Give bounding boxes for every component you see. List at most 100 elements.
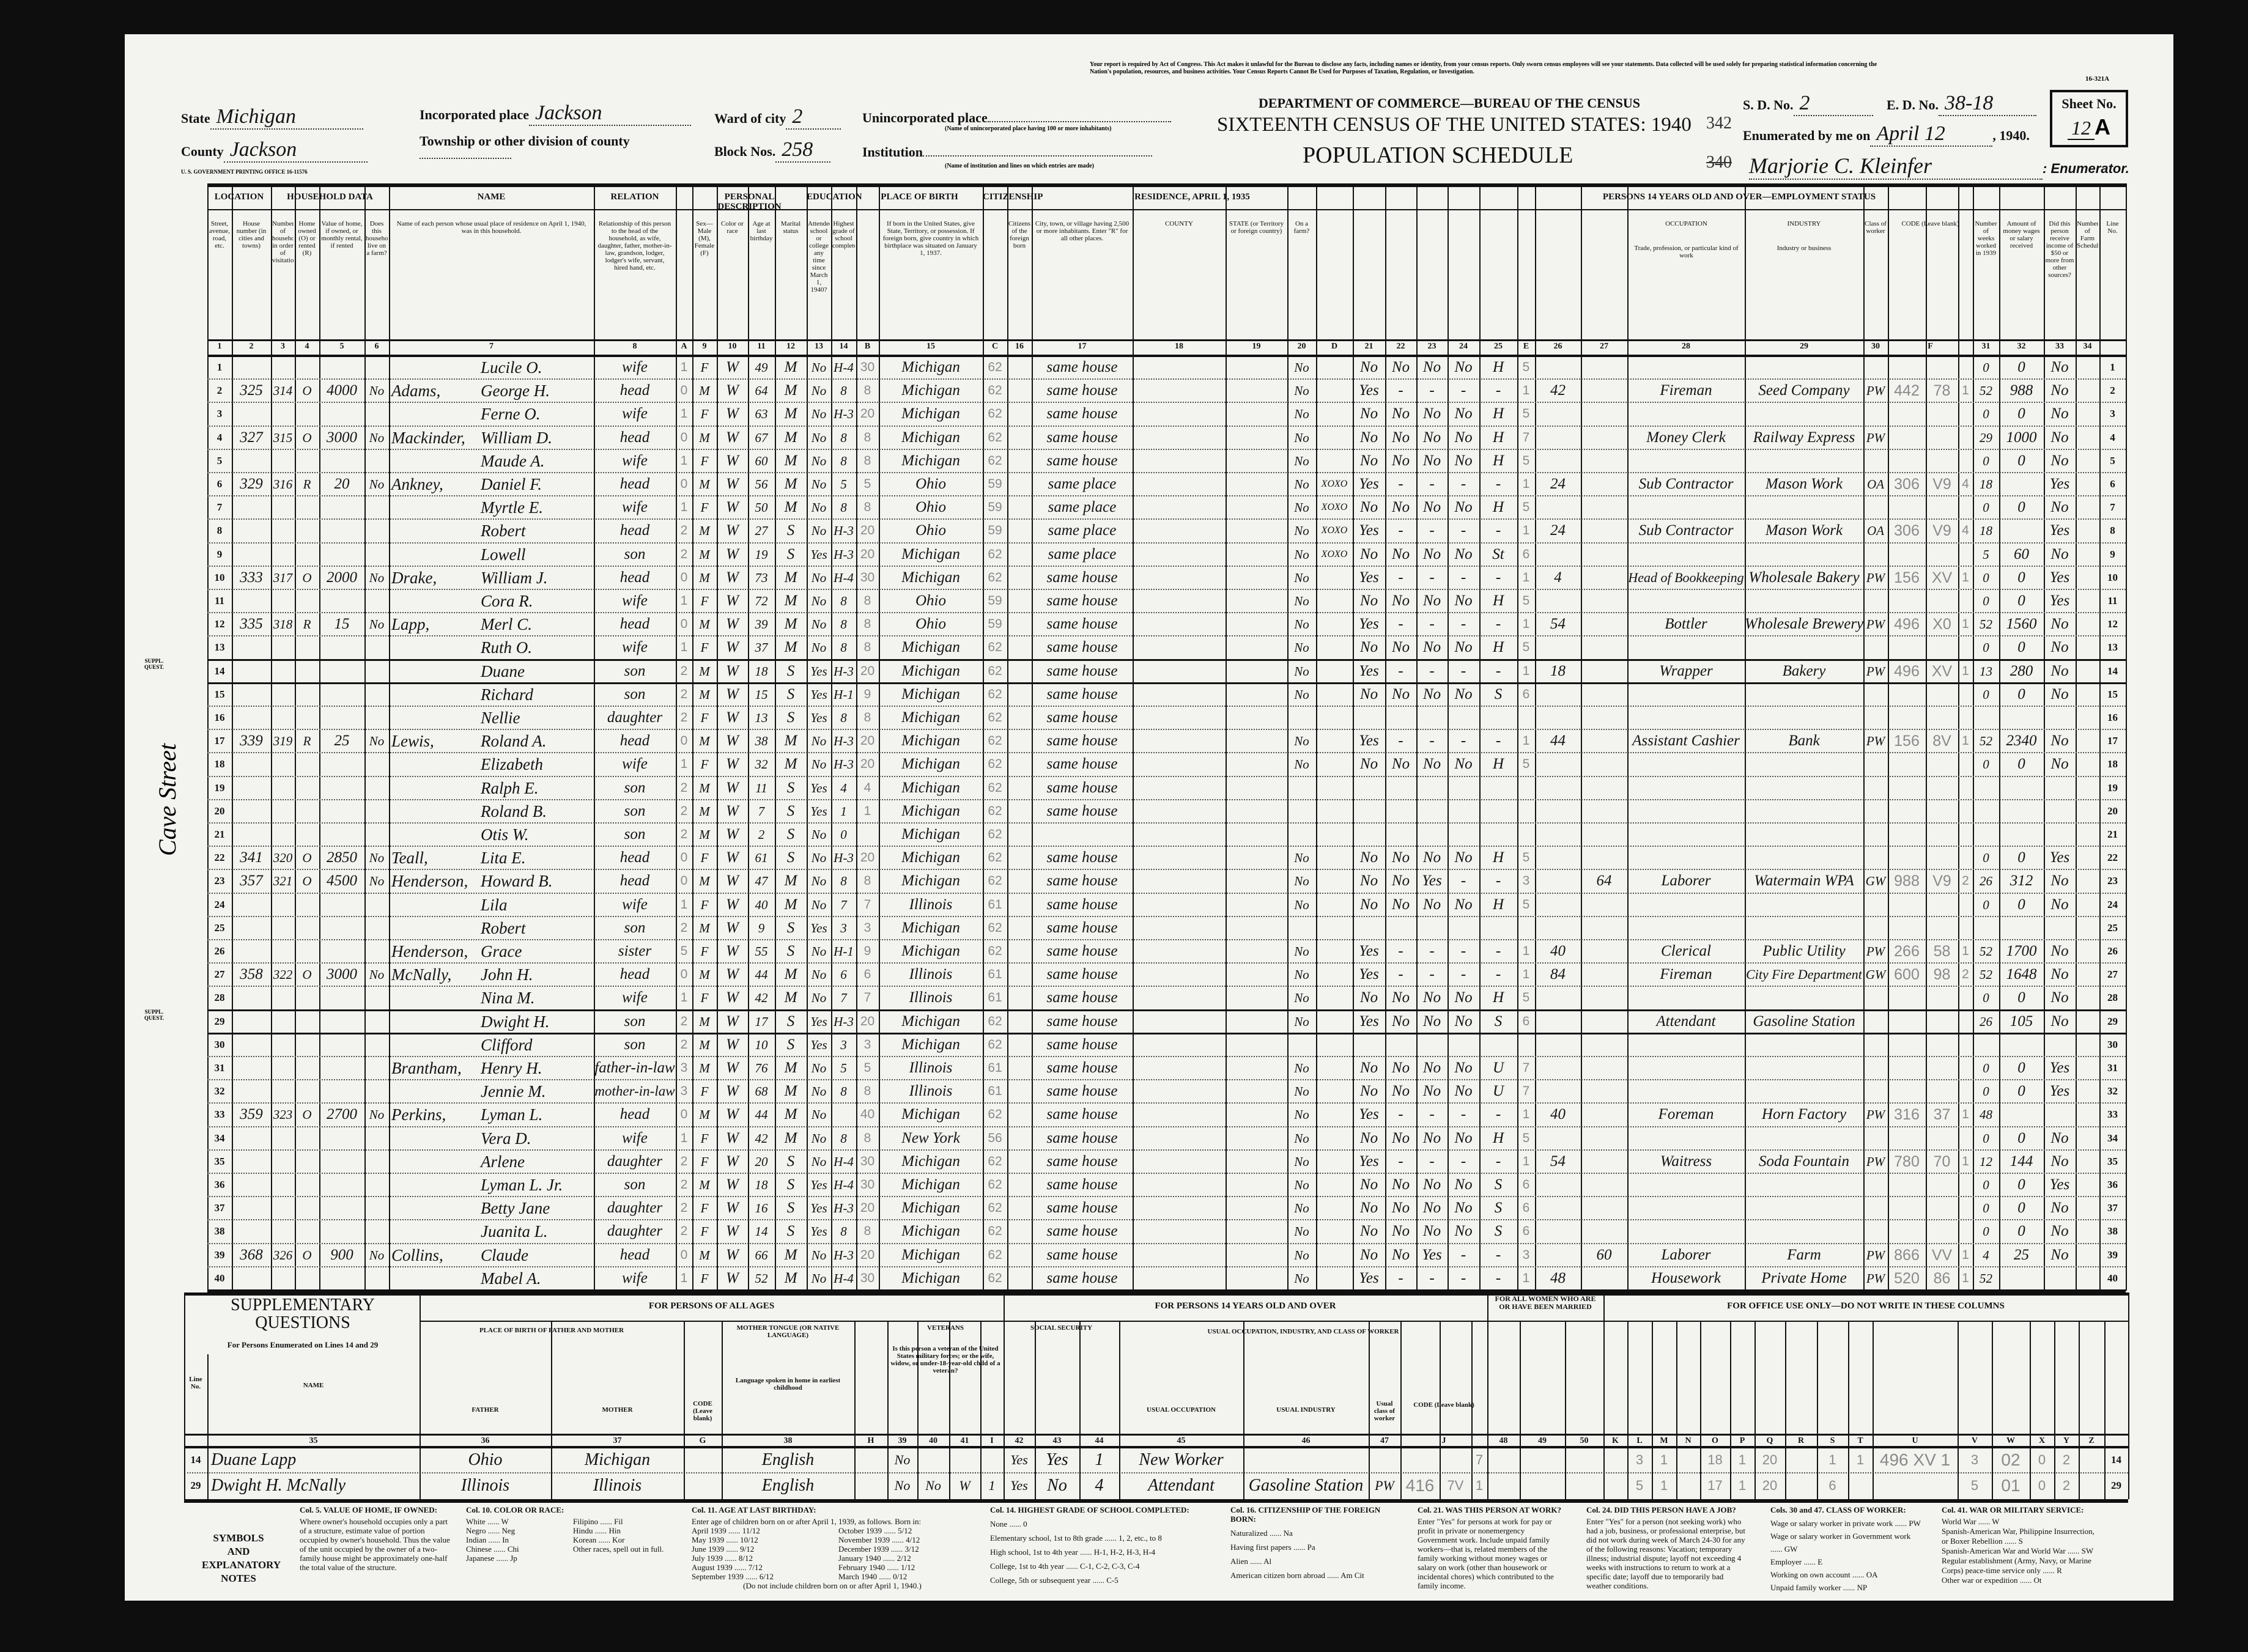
cell-e: 1 bbox=[1522, 1154, 1530, 1168]
cell-line2: 38 bbox=[2107, 1225, 2118, 1237]
cell-age: 17 bbox=[755, 1014, 768, 1029]
cell-surname: Mackinder, bbox=[391, 428, 465, 447]
cell-age: 44 bbox=[755, 1107, 768, 1123]
cell-line: 32 bbox=[214, 1085, 225, 1097]
cell-gr: H-3 bbox=[834, 850, 854, 866]
cell-sch: No bbox=[811, 1154, 827, 1169]
cell-c24: No bbox=[1454, 1083, 1473, 1100]
column-divider bbox=[692, 183, 693, 1291]
cell-c32: 0 bbox=[2017, 639, 2025, 656]
cell-rel: wife bbox=[622, 359, 648, 375]
cell-f3: 1 bbox=[1962, 383, 1969, 398]
cell-ind: Bank bbox=[1788, 732, 1820, 750]
cell-race: W bbox=[726, 592, 739, 609]
group-header-employment: PERSONS 14 YEARS OLD AND OVER—EMPLOYMENT… bbox=[1602, 192, 1876, 202]
cell-gr: 6 bbox=[840, 967, 847, 983]
cell-e: 6 bbox=[1522, 1178, 1530, 1192]
cell-a: 0 bbox=[680, 1247, 688, 1262]
cell-c32: 280 bbox=[2010, 662, 2033, 679]
cell-c31: 0 bbox=[1983, 360, 1989, 375]
column-divider bbox=[2126, 183, 2127, 1291]
cell-res: same house bbox=[1046, 662, 1118, 679]
row-divider bbox=[207, 1079, 2126, 1081]
cell-c25: - bbox=[1495, 382, 1501, 399]
cell-own: O bbox=[302, 430, 312, 445]
cell-surname: Teall, bbox=[391, 849, 428, 868]
column-number: 26 bbox=[1553, 342, 1562, 351]
cell-c24: No bbox=[1454, 405, 1473, 422]
cell-bp: New York bbox=[901, 1129, 960, 1146]
cell-given-name: Juanita L. bbox=[481, 1222, 548, 1241]
cell-farm35: No bbox=[1294, 570, 1309, 585]
cell-sex: F bbox=[700, 594, 709, 608]
column-number: 8 bbox=[632, 342, 637, 351]
cell-b: 8 bbox=[863, 874, 871, 888]
supp-column-number: V bbox=[1971, 1436, 1978, 1445]
cell-occ: Money Clerk bbox=[1646, 429, 1726, 446]
cell-gr: 8 bbox=[840, 1224, 847, 1239]
cell-line2: 34 bbox=[2107, 1132, 2118, 1144]
row-divider bbox=[207, 448, 2126, 450]
cell-gr: 8 bbox=[840, 710, 847, 725]
supp-divider bbox=[551, 1321, 552, 1499]
county-value: Jackson bbox=[223, 138, 368, 163]
cell-occ: Assistant Cashier bbox=[1632, 732, 1740, 750]
note-col21: Col. 21. WAS THIS PERSON AT WORK? Enter "… bbox=[1418, 1505, 1564, 1590]
row-divider bbox=[207, 822, 2126, 824]
cell-sch: No bbox=[811, 1130, 827, 1146]
supp-divider bbox=[1400, 1321, 1402, 1499]
cell-e: 5 bbox=[1522, 594, 1530, 608]
cell-farm: No bbox=[369, 617, 385, 632]
cell-e: 5 bbox=[1522, 1130, 1530, 1145]
cell-line2: 26 bbox=[2107, 945, 2118, 957]
supp-group-all-ages: FOR PERSONS OF ALL AGES bbox=[648, 1301, 775, 1311]
supp-column-number: 38 bbox=[783, 1436, 793, 1445]
cell-given-name: Maude A. bbox=[481, 451, 545, 470]
cell-c32: 0 bbox=[2017, 1176, 2025, 1193]
cell-c26: 24 bbox=[1550, 476, 1566, 492]
column-number: 12 bbox=[786, 342, 795, 351]
cell-val: 25 bbox=[334, 732, 350, 750]
cell-res: same house bbox=[1046, 802, 1118, 819]
cell-gr: H-1 bbox=[834, 944, 854, 959]
row-divider bbox=[207, 798, 2126, 800]
supp-divider bbox=[1676, 1321, 1677, 1499]
column-number: D bbox=[1331, 342, 1338, 351]
cell-age: 39 bbox=[755, 617, 768, 632]
cell-line2: 16 bbox=[2107, 712, 2118, 723]
supp-subheader-code: CODE (Leave blank) bbox=[693, 1400, 712, 1422]
row-divider bbox=[207, 635, 2126, 637]
cell-gr: H-3 bbox=[834, 407, 854, 422]
cell-line2: 20 bbox=[2107, 805, 2118, 817]
cell-e: 1 bbox=[1522, 477, 1530, 491]
cell-line: 39 bbox=[214, 1248, 225, 1261]
cell-a: 0 bbox=[680, 850, 688, 865]
column-divider bbox=[271, 183, 272, 1291]
supp-cell-O: 18 bbox=[1707, 1452, 1723, 1467]
supp-cell-father: Illinois bbox=[460, 1476, 510, 1495]
cell-given-name: Richard bbox=[481, 685, 533, 704]
cell-a: 2 bbox=[680, 547, 688, 561]
cell-c32: 0 bbox=[2017, 1083, 2025, 1100]
cell-rel: wife bbox=[622, 756, 648, 773]
cell-farm35: No bbox=[1294, 1270, 1309, 1286]
column-number: 24 bbox=[1459, 342, 1468, 351]
cell-res: same house bbox=[1046, 382, 1118, 399]
supp-cell-V: 5 bbox=[1970, 1478, 1979, 1493]
supp-subheader-parents_birth: PLACE OF BIRTH OF FATHER AND MOTHER bbox=[479, 1327, 624, 1334]
cell-f3: 2 bbox=[1962, 967, 1969, 982]
cell-e: 1 bbox=[1522, 734, 1530, 748]
cell-c25: - bbox=[1495, 732, 1501, 750]
cell-c32: 0 bbox=[2017, 1129, 2025, 1146]
supp-cell-s43: No bbox=[1047, 1476, 1067, 1495]
column-divider bbox=[1479, 183, 1481, 1291]
cell-race: W bbox=[726, 732, 739, 750]
cell-f1: 496 bbox=[1894, 662, 1920, 680]
cell-c: 62 bbox=[988, 570, 1002, 584]
supp-divider bbox=[1243, 1321, 1244, 1499]
column-number: 1 bbox=[217, 342, 222, 351]
supp-divider bbox=[1992, 1321, 1993, 1499]
cell-sex: M bbox=[699, 430, 710, 445]
cell-c31: 26 bbox=[1980, 874, 1992, 889]
supp-cell-s42: Yes bbox=[1010, 1452, 1028, 1467]
